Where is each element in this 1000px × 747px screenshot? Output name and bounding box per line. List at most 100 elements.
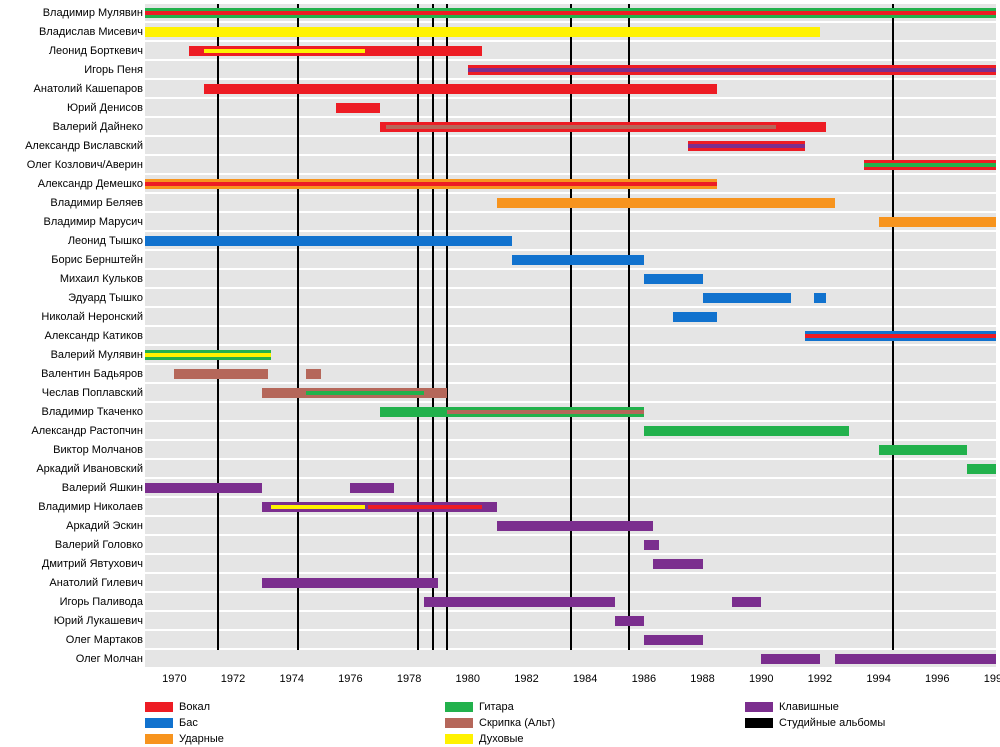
member-name: Николай Неронский [41, 312, 143, 323]
x-axis-tick: 1998 [984, 673, 1000, 685]
timeline-bar [368, 505, 482, 509]
legend-item: Вокал [145, 701, 210, 713]
member-name: Валерий Яшкин [62, 483, 143, 494]
timeline-bar [145, 182, 717, 186]
album-marker [892, 4, 894, 650]
timeline-bar [644, 426, 849, 436]
x-axis-tick: 1980 [456, 673, 480, 685]
member-name: Аркадий Эскин [66, 521, 143, 532]
timeline-chart: Владимир Мулявин Владислав Мисевич Леонид … [0, 0, 1000, 732]
x-axis-tick: 1972 [221, 673, 245, 685]
legend-swatch [145, 702, 173, 712]
timeline-bar [732, 597, 761, 607]
legend: ВокалБасУдарныеГитараСкрипка (Альт)Духов… [145, 689, 996, 747]
legend-item: Клавишные [745, 701, 839, 713]
timeline-bar [879, 217, 996, 227]
member-name: Аркадий Ивановский [36, 464, 143, 475]
legend-item: Духовые [445, 733, 524, 745]
timeline-bar [967, 464, 996, 474]
timeline-bar [814, 293, 826, 303]
member-name: Олег Козлович/Аверин [27, 160, 143, 171]
member-name: Владимир Мулявин [43, 8, 143, 19]
member-name: Владимир Ткаченко [42, 407, 143, 418]
legend-item: Бас [145, 717, 198, 729]
member-name: Игорь Пеня [84, 65, 143, 76]
timeline-bar [447, 410, 644, 414]
album-marker [417, 4, 419, 650]
album-marker [432, 4, 434, 650]
x-axis-tick: 1976 [338, 673, 362, 685]
x-axis-tick: 1992 [808, 673, 832, 685]
timeline-bar [879, 445, 967, 455]
member-name: Эдуард Тышко [68, 293, 143, 304]
timeline-bar [512, 255, 644, 265]
x-axis-tick: 1986 [632, 673, 656, 685]
timeline-bar [271, 505, 365, 509]
legend-label: Скрипка (Альт) [479, 717, 555, 729]
legend-swatch [445, 702, 473, 712]
timeline-bar [145, 236, 512, 246]
member-name: Дмитрий Явтухович [42, 559, 143, 570]
member-name: Владимир Марусич [44, 217, 143, 228]
timeline-bar [424, 597, 615, 607]
timeline-bar [306, 369, 321, 379]
x-axis-tick: 1994 [866, 673, 890, 685]
legend-swatch [445, 734, 473, 744]
x-axis-tick: 1978 [397, 673, 421, 685]
member-name: Владислав Мисевич [39, 27, 143, 38]
timeline-bar [386, 125, 776, 129]
legend-label: Духовые [479, 733, 524, 745]
member-name: Анатолий Гилевич [49, 578, 143, 589]
legend-label: Бас [179, 717, 198, 729]
timeline-bar [653, 559, 703, 569]
member-name: Владимир Николаев [38, 502, 143, 513]
member-name: Владимир Беляев [50, 198, 143, 209]
member-name: Чеслав Поплавский [42, 388, 143, 399]
timeline-bar [262, 578, 438, 588]
x-axis-tick: 1974 [279, 673, 303, 685]
legend-label: Гитара [479, 701, 514, 713]
x-axis-tick: 1982 [514, 673, 538, 685]
timeline-bar [673, 312, 717, 322]
timeline-bar [497, 198, 834, 208]
plot-area [145, 4, 996, 650]
member-name: Валерий Дайнеко [53, 122, 143, 133]
album-marker [297, 4, 299, 650]
album-marker [446, 4, 448, 650]
member-name: Анатолий Кашепаров [34, 84, 143, 95]
timeline-bar [703, 293, 791, 303]
timeline-bar [468, 68, 996, 72]
member-name: Борис Бернштейн [51, 255, 143, 266]
timeline-bar [761, 654, 820, 664]
member-name: Олег Молчан [76, 654, 143, 665]
timeline-bar [204, 84, 718, 94]
legend-swatch [145, 718, 173, 728]
member-name: Виктор Молчанов [53, 445, 143, 456]
timeline-bar [145, 11, 996, 15]
member-name: Леонид Тышко [68, 236, 143, 247]
legend-swatch [745, 702, 773, 712]
timeline-bar [145, 27, 820, 37]
member-name: Валерий Головко [55, 540, 143, 551]
member-name: Юрий Денисов [67, 103, 143, 114]
timeline-bar [615, 616, 644, 626]
legend-label: Вокал [179, 701, 210, 713]
legend-item: Студийные альбомы [745, 717, 885, 729]
legend-swatch [445, 718, 473, 728]
x-axis-tick: 1970 [162, 673, 186, 685]
member-name: Валерий Мулявин [51, 350, 143, 361]
x-axis-tick: 1996 [925, 673, 949, 685]
timeline-bar [864, 163, 996, 167]
timeline-bar [644, 635, 703, 645]
member-name: Александр Демешко [38, 179, 143, 190]
timeline-bar [145, 483, 262, 493]
legend-swatch [745, 718, 773, 728]
timeline-bar [204, 49, 365, 53]
legend-label: Клавишные [779, 701, 839, 713]
timeline-bar [350, 483, 394, 493]
member-name: Валентин Бадьяров [41, 369, 143, 380]
member-name: Леонид Борткевич [49, 46, 143, 57]
legend-label: Студийные альбомы [779, 717, 885, 729]
timeline-bar [497, 521, 653, 531]
member-name: Олег Мартаков [66, 635, 143, 646]
